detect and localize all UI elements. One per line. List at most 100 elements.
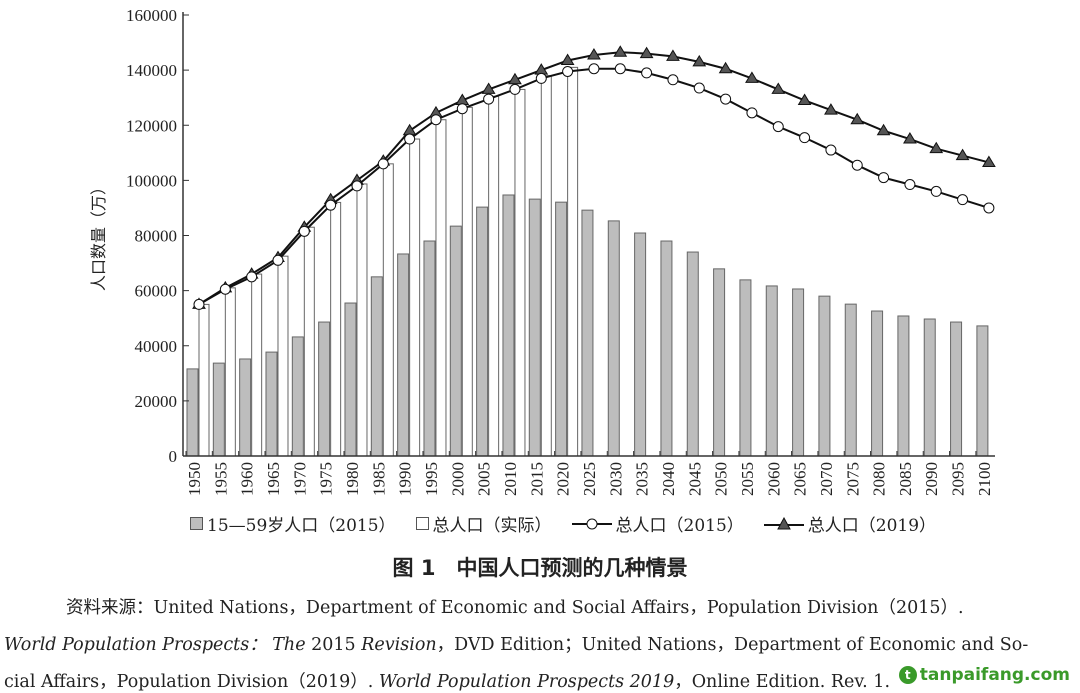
bar-total-actual	[461, 106, 473, 457]
figure-title: 图 1 中国人口预测的几种情景	[392, 556, 688, 580]
bar-total-actual	[540, 75, 552, 457]
bar-working-age	[844, 303, 857, 457]
bar-total-actual	[277, 255, 289, 457]
point-2015	[878, 172, 890, 184]
bar-total-actual	[409, 138, 421, 457]
point-2015	[930, 185, 942, 197]
bar-working-age	[318, 321, 331, 457]
point-2015	[456, 103, 468, 115]
bar-total-actual	[224, 287, 236, 457]
point-2019	[771, 82, 786, 94]
x-tick-label: 2045	[685, 462, 704, 496]
point-2015	[588, 63, 600, 75]
watermark-text: tanpaifang.com	[919, 665, 1070, 685]
bar-working-age	[581, 209, 594, 457]
watermark-logo: t tanpaifang.com	[898, 665, 1070, 685]
point-2019	[982, 155, 996, 167]
source-text: 2015	[305, 635, 362, 655]
bar-working-age	[660, 240, 673, 457]
bar-working-age	[713, 268, 726, 457]
y-tick-label: 140000	[126, 61, 177, 80]
legend-label: 总人口（2019）	[807, 516, 937, 536]
bar-total-actual	[488, 95, 500, 457]
bar-working-age	[634, 232, 647, 457]
legend-item-working-age: 15—59岁人口（2015）	[190, 511, 396, 536]
x-tick-label: 2060	[764, 462, 783, 496]
y-axis-label: 人口数量（万）	[89, 179, 108, 291]
point-2019	[797, 93, 812, 105]
point-2015	[667, 74, 679, 86]
point-2019	[666, 49, 680, 61]
point-2015	[246, 271, 258, 283]
point-2015	[904, 179, 916, 191]
bar-working-age	[239, 358, 252, 457]
point-2015	[693, 82, 705, 94]
point-2019	[560, 53, 575, 65]
point-2019	[745, 71, 759, 83]
x-tick-label: 2040	[659, 462, 678, 496]
source-note: 资料来源：United Nations，Department of Econom…	[0, 590, 1080, 693]
line-2019	[198, 51, 990, 306]
point-2019	[929, 141, 944, 154]
point-2015	[377, 158, 389, 170]
x-tick-label: 2030	[606, 462, 625, 496]
bar-working-age	[818, 295, 831, 457]
point-2019	[903, 132, 917, 144]
gray-bar-swatch	[190, 517, 203, 530]
point-2019	[692, 54, 707, 67]
bar-total-actual	[382, 163, 394, 457]
y-tick-label: 60000	[135, 282, 178, 301]
point-2015	[983, 202, 995, 214]
x-tick-label: 1950	[185, 462, 204, 496]
source-italic: Revision	[361, 635, 437, 655]
x-tick-label: 1965	[264, 462, 283, 496]
x-tick-label: 2075	[843, 462, 862, 496]
point-2019	[587, 47, 601, 60]
y-tick-label: 120000	[126, 116, 177, 135]
legend-item-2019: 总人口（2019）	[763, 511, 937, 536]
x-tick-label: 1980	[343, 462, 362, 496]
y-tick-label: 40000	[135, 337, 178, 356]
bar-total-actual	[303, 226, 315, 457]
bar-working-age	[449, 225, 462, 457]
y-tick-label: 160000	[126, 6, 177, 25]
point-2019	[481, 82, 496, 94]
point-2015	[430, 114, 442, 126]
bar-working-age	[739, 279, 752, 457]
x-tick-label: 2070	[817, 462, 836, 496]
bar-working-age	[923, 318, 936, 457]
bar-working-age	[370, 276, 383, 457]
x-tick-label: 2010	[501, 462, 520, 496]
y-tick-label: 80000	[135, 227, 178, 246]
source-text: ，DVD Edition；United Nations，Department o…	[436, 635, 1029, 655]
bar-working-age	[686, 251, 699, 457]
bar-working-age	[502, 194, 515, 457]
bar-working-age	[476, 206, 489, 457]
bar-working-age	[555, 201, 568, 457]
point-2015	[614, 63, 626, 75]
point-2015	[404, 133, 416, 145]
point-2019	[850, 112, 865, 125]
x-tick-label: 2085	[896, 462, 915, 496]
bar-working-age	[212, 362, 225, 457]
bar-working-age	[607, 220, 620, 457]
point-2015	[193, 298, 205, 310]
x-tick-label: 2025	[580, 462, 599, 496]
bar-working-age	[291, 336, 304, 457]
point-2015	[298, 225, 310, 237]
x-tick-label: 1955	[211, 462, 230, 496]
y-tick-label: 20000	[135, 392, 178, 411]
point-2015	[851, 159, 863, 171]
source-line-1: 资料来源：United Nations，Department of Econom…	[66, 598, 964, 618]
x-tick-label: 1995	[422, 462, 441, 496]
bar-working-age	[765, 285, 778, 457]
x-tick-label: 2005	[475, 462, 494, 496]
point-2019	[639, 46, 654, 59]
x-tick-label: 2035	[633, 462, 652, 496]
bar-total-actual	[567, 66, 579, 457]
point-2019	[718, 61, 733, 74]
x-tick-label: 2055	[738, 462, 757, 496]
point-2015	[325, 199, 337, 211]
source-line-2: World Population Prospects： The 2015 Rev…	[0, 627, 1080, 664]
point-2015	[562, 66, 574, 78]
